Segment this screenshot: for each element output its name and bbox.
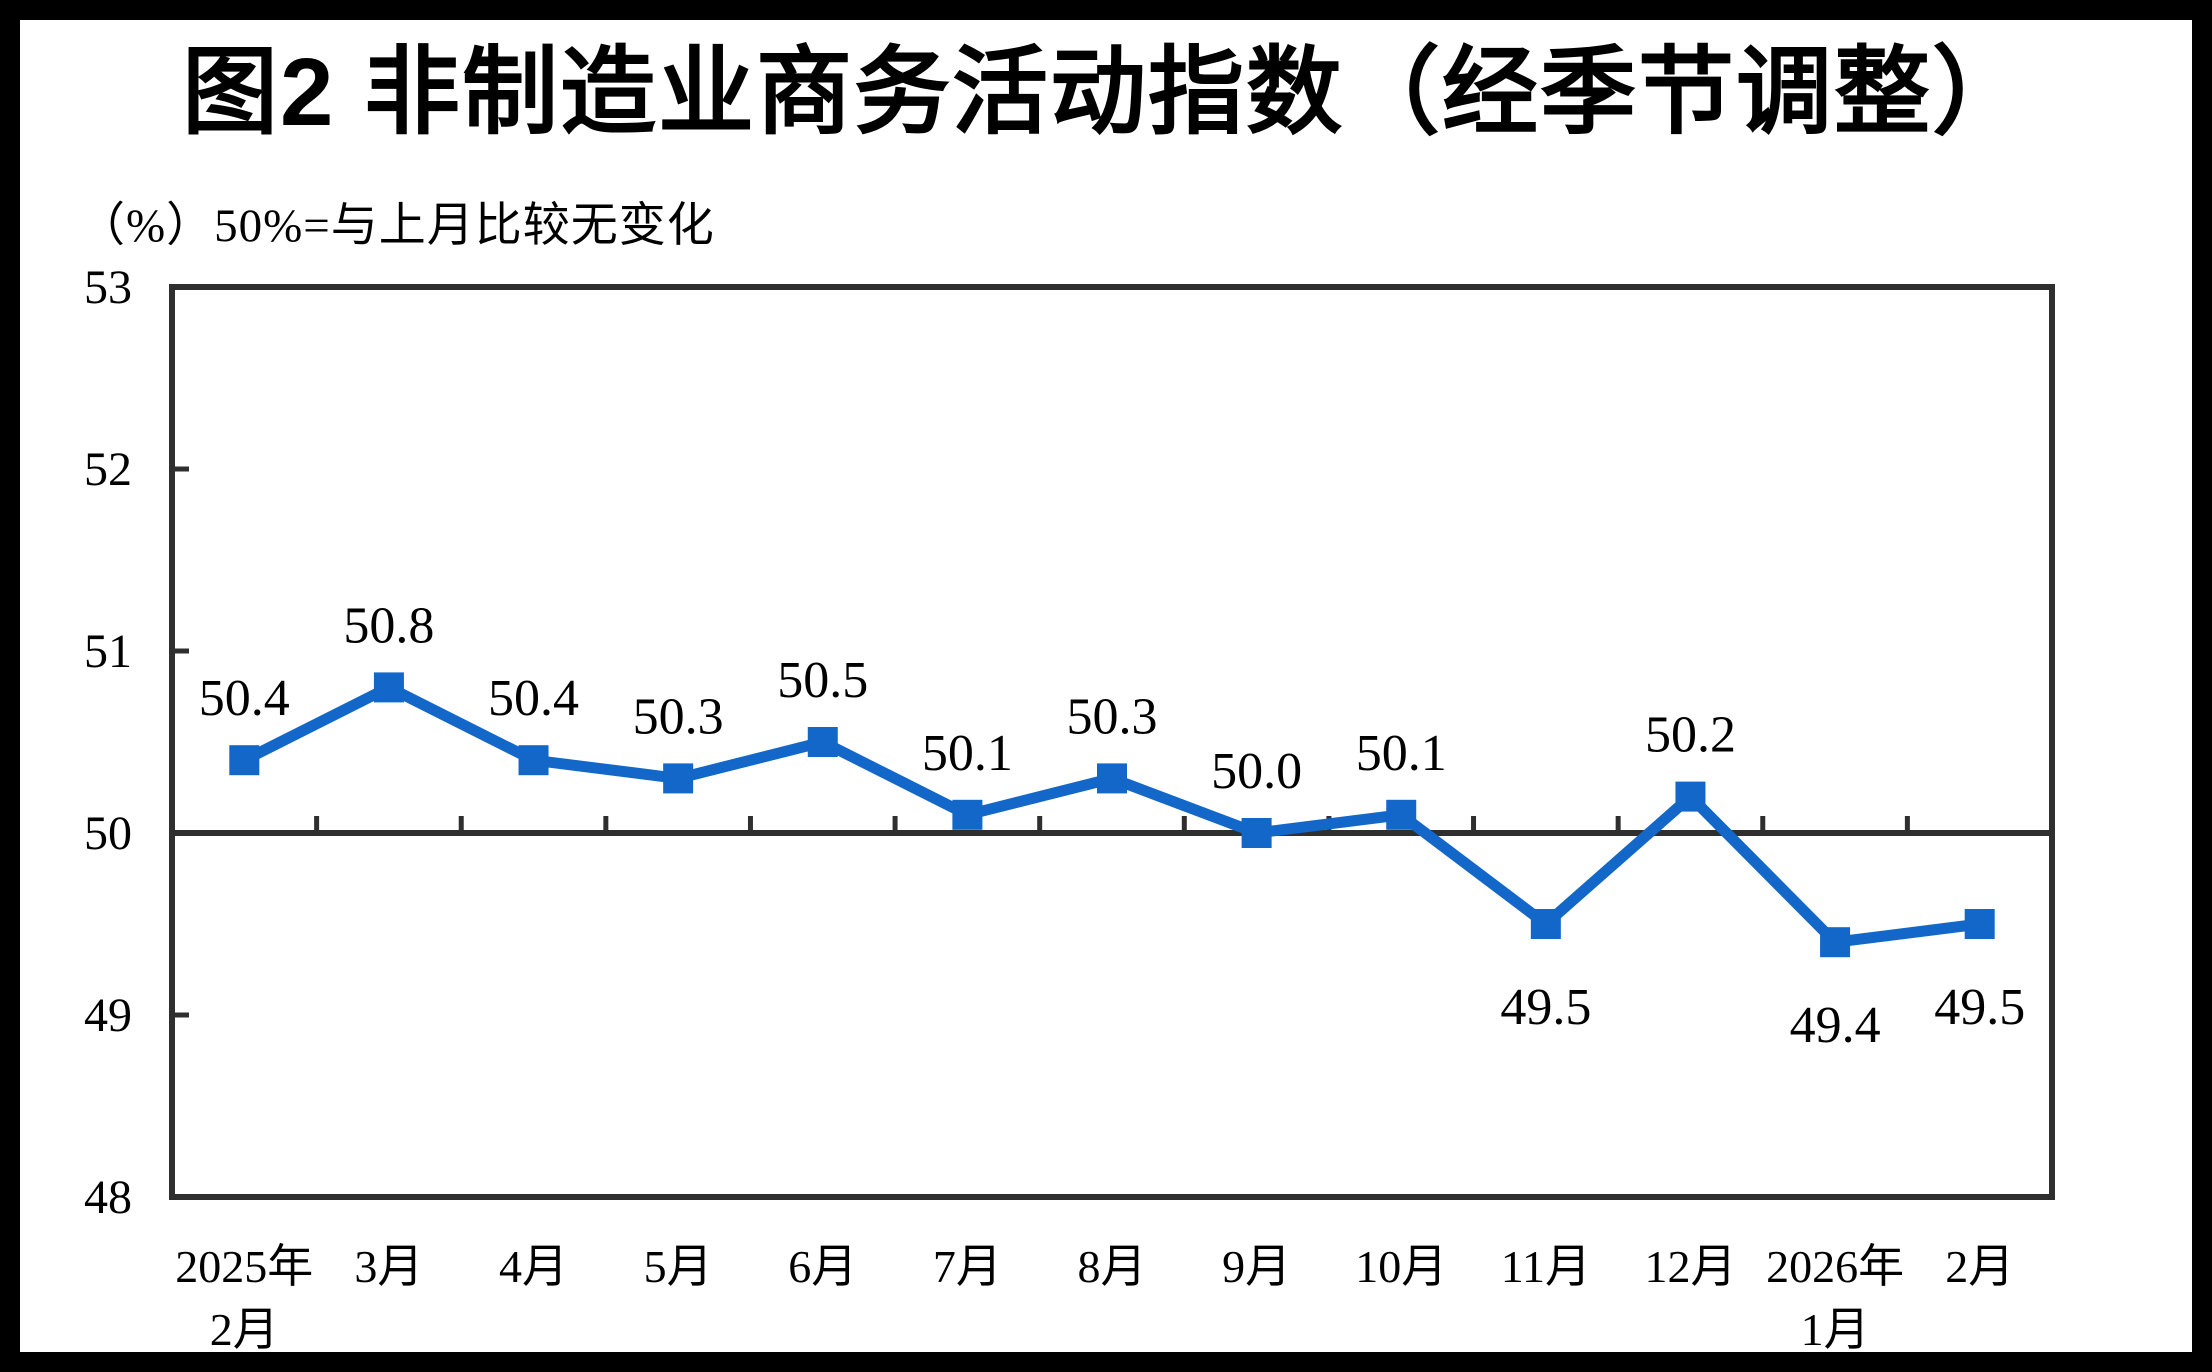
y-axis-unit-note: （%）50%=与上月比较无变化 (78, 200, 715, 252)
data-point-label: 50.1 (922, 725, 1013, 782)
x-axis-category-label: 2月 (1945, 1241, 2014, 1292)
x-axis-category-label: 2025年 (175, 1241, 313, 1292)
data-point-label: 49.5 (1934, 979, 2025, 1036)
x-axis-category-label: 1月 (1801, 1304, 1870, 1355)
series-marker (1386, 799, 1417, 830)
data-point-label: 50.3 (1067, 688, 1158, 745)
y-axis-tick-label: 50 (84, 807, 132, 860)
x-axis-category-label: 8月 (1078, 1241, 1147, 1292)
x-axis-category-label: 10月 (1355, 1241, 1447, 1292)
y-axis-tick-label: 49 (84, 989, 132, 1042)
series-marker (952, 799, 983, 830)
x-axis-category-label: 6月 (788, 1241, 857, 1292)
x-axis-category-label: 9月 (1222, 1241, 1291, 1292)
data-point-label: 50.8 (343, 597, 434, 654)
data-point-label: 50.2 (1645, 707, 1736, 764)
series-marker (373, 672, 404, 703)
plot-area-frame (169, 284, 2055, 1200)
x-axis-category-label: 4月 (499, 1241, 568, 1292)
y-axis-tick-label: 48 (84, 1171, 132, 1224)
data-point-label: 50.0 (1211, 743, 1302, 800)
x-axis-category-label: 12月 (1644, 1241, 1736, 1292)
series-marker (229, 745, 260, 776)
series-marker (518, 745, 549, 776)
series-marker (1820, 927, 1851, 958)
y-axis-tick-label: 52 (84, 443, 132, 496)
series-marker (1675, 781, 1706, 812)
series-marker (1964, 909, 1995, 939)
x-axis-category-label: 5月 (644, 1241, 713, 1292)
data-point-label: 50.4 (199, 670, 290, 727)
chart-title: 图2 非制造业商务活动指数（经季节调整） (181, 39, 2031, 146)
x-axis-category-label: 2月 (210, 1304, 279, 1355)
y-axis-tick-label: 51 (84, 625, 132, 678)
data-point-label: 49.5 (1500, 979, 1591, 1036)
x-axis-category-label: 2026年 (1766, 1241, 1904, 1292)
series-marker (1241, 818, 1272, 848)
x-axis-category-label: 3月 (354, 1241, 423, 1292)
series-marker (663, 763, 694, 794)
series-marker (1097, 763, 1127, 794)
data-point-label: 50.1 (1356, 725, 1447, 782)
data-point-label: 50.5 (777, 652, 868, 709)
x-axis-category-label: 11月 (1501, 1241, 1591, 1292)
series-marker (807, 727, 838, 757)
x-axis-category-label: 7月 (933, 1241, 1002, 1292)
data-point-label: 50.3 (633, 688, 724, 745)
y-axis-tick-label: 53 (84, 261, 132, 314)
data-point-label: 50.4 (488, 670, 579, 727)
data-point-label: 49.4 (1790, 997, 1881, 1054)
series-marker (1530, 909, 1561, 939)
